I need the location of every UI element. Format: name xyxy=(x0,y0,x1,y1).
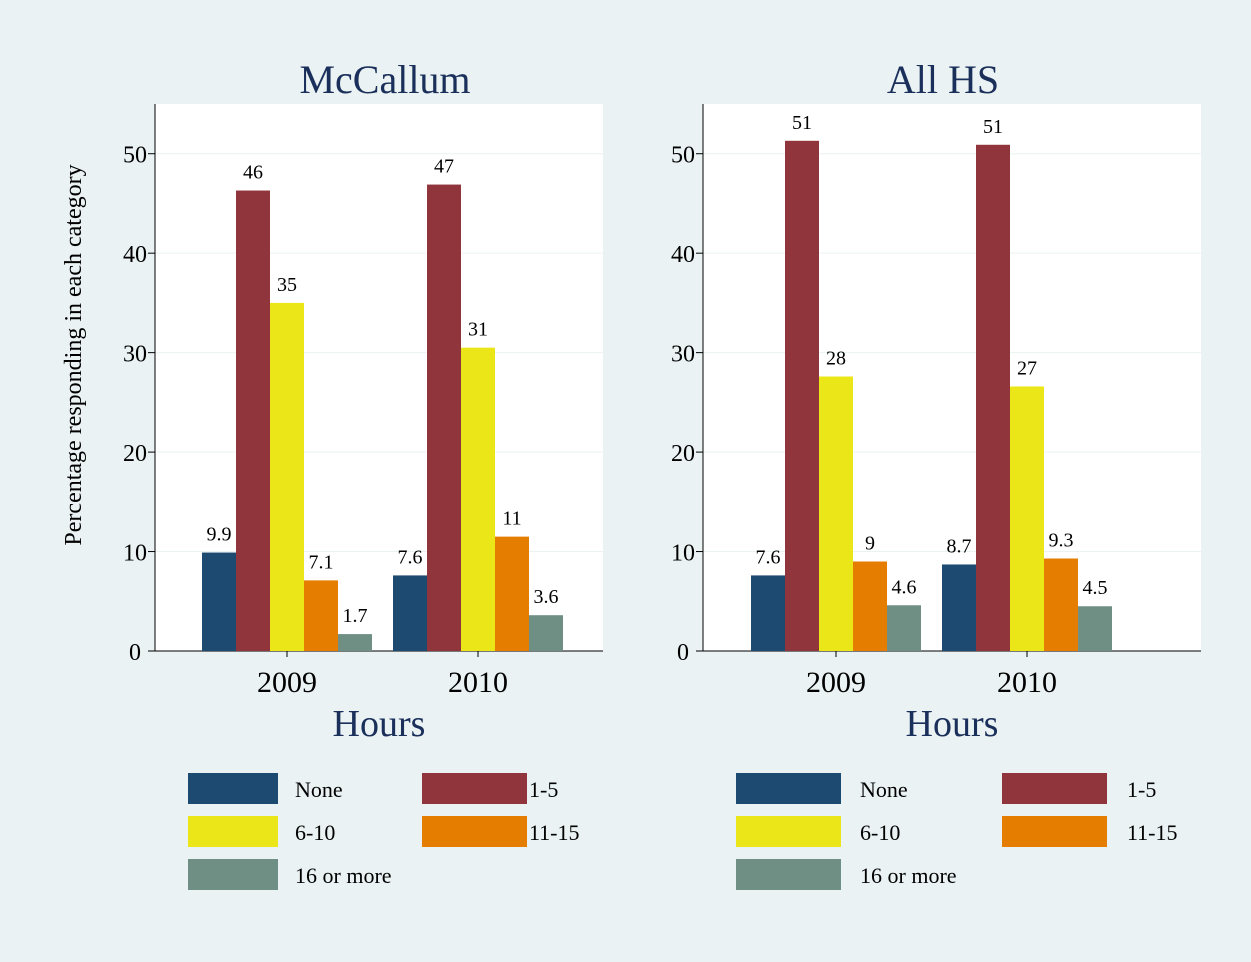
data-label: 4.6 xyxy=(892,576,917,598)
x-tick-label: 2010 xyxy=(997,666,1057,699)
bar-1-5-2009 xyxy=(236,190,270,651)
bar-1-5-2010 xyxy=(976,144,1010,651)
data-label: 47 xyxy=(434,156,454,178)
data-label: 9.3 xyxy=(1049,530,1074,552)
data-label: 27 xyxy=(1017,357,1037,379)
data-label: 7.6 xyxy=(756,546,781,568)
chart-title: All HS xyxy=(887,57,999,102)
data-label: 51 xyxy=(983,116,1003,138)
bar-none-2009 xyxy=(202,552,236,651)
bar-16-or-more-2009 xyxy=(338,634,372,651)
legend: None 1-5 6-10 11-15 16 or more xyxy=(736,773,1178,890)
legend-swatch xyxy=(736,773,841,804)
data-label: 46 xyxy=(243,162,263,184)
chart-panel-2: All HS 0 10 20 30 40 50 7.6 51 28 9 4.6 2009 8.7 51 27 9… xyxy=(671,57,1201,890)
x-tick-label: 2009 xyxy=(257,666,317,699)
x-tick-label: 2009 xyxy=(806,666,866,699)
data-label: 35 xyxy=(277,274,297,296)
data-label: 7.6 xyxy=(398,546,423,568)
legend-label: 16 or more xyxy=(295,863,392,888)
bar-6-10-2009 xyxy=(270,302,304,651)
legend-swatch xyxy=(188,773,278,804)
legend-swatch xyxy=(188,859,278,890)
legend-label: 1-5 xyxy=(529,777,558,802)
legend-swatch xyxy=(422,816,527,847)
x-axis-title: Hours xyxy=(906,703,999,745)
y-tick-label: 0 xyxy=(677,640,689,666)
y-tick-label: 10 xyxy=(671,541,695,567)
bar-1-5-2009 xyxy=(785,140,819,651)
legend-label: 1-5 xyxy=(1127,777,1156,802)
bar-11-15-2010 xyxy=(495,536,529,651)
legend-label: None xyxy=(295,777,343,802)
bar-none-2009 xyxy=(751,575,785,651)
legend-label: None xyxy=(860,777,908,802)
y-tick-label: 20 xyxy=(123,441,147,467)
x-tick-label: 2010 xyxy=(448,666,508,699)
y-tick-label: 50 xyxy=(671,143,695,169)
y-tick-label: 20 xyxy=(671,441,695,467)
bar-6-10-2009 xyxy=(819,376,853,651)
data-label: 9 xyxy=(865,532,875,554)
y-tick-label: 50 xyxy=(123,143,147,169)
bar-16-or-more-2009 xyxy=(887,605,921,651)
bar-none-2010 xyxy=(942,564,976,651)
bar-6-10-2010 xyxy=(1010,386,1044,651)
data-label: 4.5 xyxy=(1083,577,1108,599)
bar-16-or-more-2010 xyxy=(1078,606,1112,651)
y-tick-label: 30 xyxy=(671,342,695,368)
legend-label: 6-10 xyxy=(295,820,335,845)
data-label: 51 xyxy=(792,112,812,134)
bar-none-2010 xyxy=(393,575,427,651)
y-tick-label: 40 xyxy=(123,242,147,268)
y-tick-label: 30 xyxy=(123,342,147,368)
data-label: 11 xyxy=(502,508,521,530)
legend-swatch xyxy=(736,816,841,847)
bar-6-10-2010 xyxy=(461,347,495,651)
legend-swatch xyxy=(188,816,278,847)
legend-swatch xyxy=(1002,816,1107,847)
bar-11-15-2010 xyxy=(1044,558,1078,651)
data-label: 1.7 xyxy=(343,605,368,627)
legend-swatch xyxy=(736,859,841,890)
legend-swatch xyxy=(422,773,527,804)
legend: None 1-5 6-10 11-15 16 or more xyxy=(188,773,580,890)
y-tick-label: 0 xyxy=(129,640,141,666)
data-label: 31 xyxy=(468,319,488,341)
data-label: 3.6 xyxy=(534,586,559,608)
legend-label: 11-15 xyxy=(1127,820,1178,845)
data-label: 7.1 xyxy=(309,551,334,573)
data-label: 8.7 xyxy=(947,535,972,557)
data-label: 28 xyxy=(826,348,846,370)
y-axis-label: Percentage responding in each category xyxy=(61,164,87,545)
bar-11-15-2009 xyxy=(853,561,887,651)
legend-label: 16 or more xyxy=(860,863,957,888)
y-tick-label: 10 xyxy=(123,541,147,567)
legend-swatch xyxy=(1002,773,1107,804)
chart-title: McCallum xyxy=(299,57,470,102)
chart-panel-1: McCallum 0 10 20 30 40 50 9.9 46 35 7.1 1.7 2009 7.6 4… xyxy=(123,57,603,890)
bar-1-5-2010 xyxy=(427,184,461,652)
bar-16-or-more-2010 xyxy=(529,615,563,651)
legend-label: 6-10 xyxy=(860,820,900,845)
bar-11-15-2009 xyxy=(304,580,338,651)
legend-label: 11-15 xyxy=(529,820,580,845)
data-label: 9.9 xyxy=(207,524,232,546)
y-tick-label: 40 xyxy=(671,242,695,268)
x-axis-title: Hours xyxy=(333,703,426,745)
